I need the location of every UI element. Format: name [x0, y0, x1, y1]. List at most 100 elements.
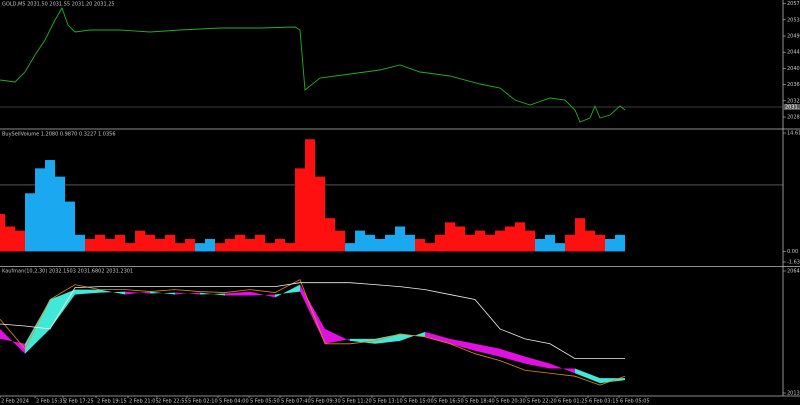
cloud-segment: [425, 331, 450, 344]
volume-bar: [435, 234, 445, 252]
x-tick-label: 2 Feb 21:05: [129, 399, 159, 405]
volume-bar: [235, 234, 245, 252]
volume-bar: [25, 193, 35, 252]
cloud-segment: [25, 299, 50, 354]
x-tick-label: 5 Feb 13:10: [373, 399, 403, 405]
volume-bar: [555, 243, 565, 252]
volume-bar: [485, 234, 495, 252]
volume-bar: [45, 160, 55, 252]
y-tick-label: 2036.85: [787, 82, 800, 88]
volume-bar: [425, 243, 435, 252]
volume-bar: [295, 168, 305, 252]
cloud-segment: [0, 328, 25, 354]
x-tick-label: 2 Feb 19:15: [97, 399, 127, 405]
volume-bar: [125, 243, 135, 252]
volume-bar: [525, 230, 535, 252]
volume-bar: [225, 238, 235, 252]
volume-bar: [535, 238, 545, 252]
cloud-segment: [525, 356, 550, 369]
volume-bar: [335, 230, 345, 252]
volume-bar: [325, 218, 335, 252]
cloud-segment: [175, 292, 200, 295]
x-tick-label: 6 Feb 05:05: [620, 399, 650, 405]
volume-bar: [605, 238, 615, 252]
volume-bar: [165, 234, 175, 252]
volume-bar: [375, 238, 385, 252]
volume-bar: [355, 230, 365, 252]
y-tick-label: 2064.7300: [787, 269, 800, 275]
volume-bar: [595, 234, 605, 252]
volume-bar: [145, 234, 155, 252]
volume-bar: [465, 234, 475, 252]
volume-bar: [55, 176, 65, 252]
y-tick-label: 2057.10: [787, 1, 800, 7]
volume-bar: [285, 243, 295, 252]
volume-bar: [475, 230, 485, 252]
volume-bar: [275, 238, 285, 252]
volume-bar: [155, 238, 165, 252]
volume-bar: [505, 226, 515, 252]
volume-bar: [195, 243, 205, 252]
x-tick-label: 5 Feb 02:10: [188, 399, 218, 405]
x-tick-label: 2 Feb 17:25: [64, 399, 94, 405]
volume-bar: [615, 234, 625, 252]
volume-bar: [215, 243, 225, 252]
x-tick-label: 5 Feb 16:50: [434, 399, 464, 405]
y-tick-label: -1.635: [787, 260, 800, 266]
x-tick-label: 5 Feb 15:00: [404, 399, 434, 405]
volume-bar: [65, 201, 75, 252]
y-tick-label: 2032.80: [787, 98, 800, 104]
volume-bar: [95, 234, 105, 252]
cloud-segment: [225, 291, 250, 296]
volume-bar: [445, 222, 455, 252]
volume-bar: [545, 234, 555, 252]
volume-bar: [85, 238, 95, 252]
cloud-segment: [475, 343, 500, 357]
x-tick-label: 5 Feb 22:20: [527, 399, 557, 405]
volume-bar: [15, 230, 25, 252]
cloud-segment: [500, 348, 525, 364]
volume-bar: [405, 234, 415, 252]
cloud-segment: [200, 292, 225, 296]
cloud-segment: [250, 291, 275, 298]
x-tick-label: 5 Feb 04:00: [219, 399, 249, 405]
x-tick-label: 5 Feb 05:50: [250, 399, 280, 405]
volume-bar: [455, 226, 465, 252]
panel-header: Kaufman(10,2,30) 2032.1503 2031.6802 203…: [2, 269, 133, 275]
volume-bar: [385, 234, 395, 252]
y-tick-label: 2040.90: [787, 66, 800, 72]
volume-bar: [515, 222, 525, 252]
y-tick-label: 2049.00: [787, 34, 800, 40]
x-tick-label: 5 Feb 18:40: [465, 399, 495, 405]
volume-bar: [585, 230, 595, 252]
x-tick-label: 5 Feb 07:40: [281, 399, 311, 405]
y-tick-label: 2053.05: [787, 17, 800, 23]
indicator-line: [0, 282, 625, 360]
volume-bar: [345, 243, 355, 252]
cloud-segment: [575, 368, 600, 384]
x-tick-label: 2 Feb 22:55: [158, 399, 188, 405]
volume-bar: [115, 234, 125, 252]
volume-bar: [245, 238, 255, 252]
current-price-box: [783, 104, 800, 110]
volume-bar: [35, 168, 45, 252]
volume-bar: [565, 234, 575, 252]
volume-bar: [5, 226, 15, 252]
y-tick-label: 0.00: [787, 249, 798, 255]
cloud-segment: [275, 284, 300, 298]
current-price-label: 2031.25: [785, 105, 800, 111]
volume-bar: [105, 238, 115, 252]
volume-bar: [175, 243, 185, 252]
x-tick-label: 5 Feb 11:20: [342, 399, 372, 405]
volume-bar: [575, 218, 585, 252]
x-tick-label: 5 Feb 20:30: [496, 399, 526, 405]
y-tick-label: 14.6150: [787, 131, 800, 137]
volume-bar: [185, 238, 195, 252]
cloud-segment: [125, 291, 150, 295]
volume-bar: [305, 139, 315, 252]
cloud-segment: [325, 328, 350, 344]
volume-bar: [135, 230, 145, 252]
panel-header: GOLD,M5 2031.50 2031.55 2031.20 2031.25: [2, 2, 115, 8]
indicator-line: [0, 279, 626, 386]
